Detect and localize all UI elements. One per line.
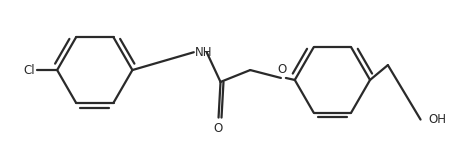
Text: Cl: Cl xyxy=(24,64,36,76)
Text: O: O xyxy=(277,63,287,76)
Text: O: O xyxy=(213,122,222,135)
Text: NH: NH xyxy=(195,46,212,59)
Text: OH: OH xyxy=(428,113,446,126)
